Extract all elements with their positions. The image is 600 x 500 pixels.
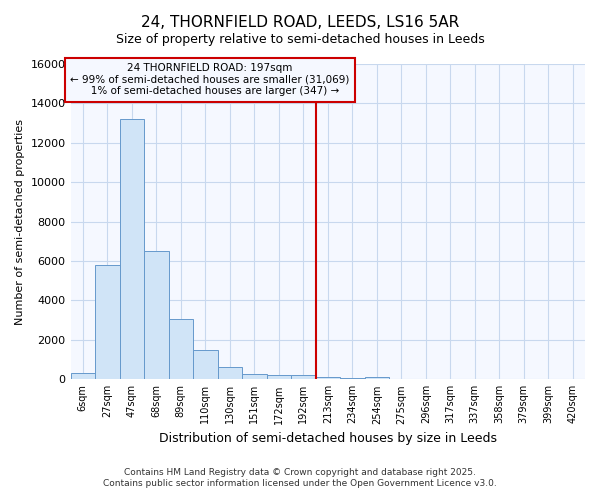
Bar: [169, 319, 193, 380]
Bar: [365, 378, 389, 380]
Bar: [95, 265, 119, 380]
Bar: [389, 378, 413, 380]
Bar: [340, 378, 365, 380]
Bar: [242, 374, 266, 380]
Bar: [193, 350, 218, 380]
Bar: [71, 374, 95, 380]
Bar: [266, 376, 291, 380]
Y-axis label: Number of semi-detached properties: Number of semi-detached properties: [15, 118, 25, 324]
Text: 24, THORNFIELD ROAD, LEEDS, LS16 5AR: 24, THORNFIELD ROAD, LEEDS, LS16 5AR: [141, 15, 459, 30]
X-axis label: Distribution of semi-detached houses by size in Leeds: Distribution of semi-detached houses by …: [159, 432, 497, 445]
Text: Size of property relative to semi-detached houses in Leeds: Size of property relative to semi-detach…: [116, 32, 484, 46]
Bar: [119, 119, 144, 380]
Text: 24 THORNFIELD ROAD: 197sqm
← 99% of semi-detached houses are smaller (31,069)
  : 24 THORNFIELD ROAD: 197sqm ← 99% of semi…: [70, 63, 350, 96]
Bar: [144, 251, 169, 380]
Text: Contains HM Land Registry data © Crown copyright and database right 2025.
Contai: Contains HM Land Registry data © Crown c…: [103, 468, 497, 487]
Bar: [218, 367, 242, 380]
Bar: [316, 377, 340, 380]
Bar: [291, 375, 316, 380]
